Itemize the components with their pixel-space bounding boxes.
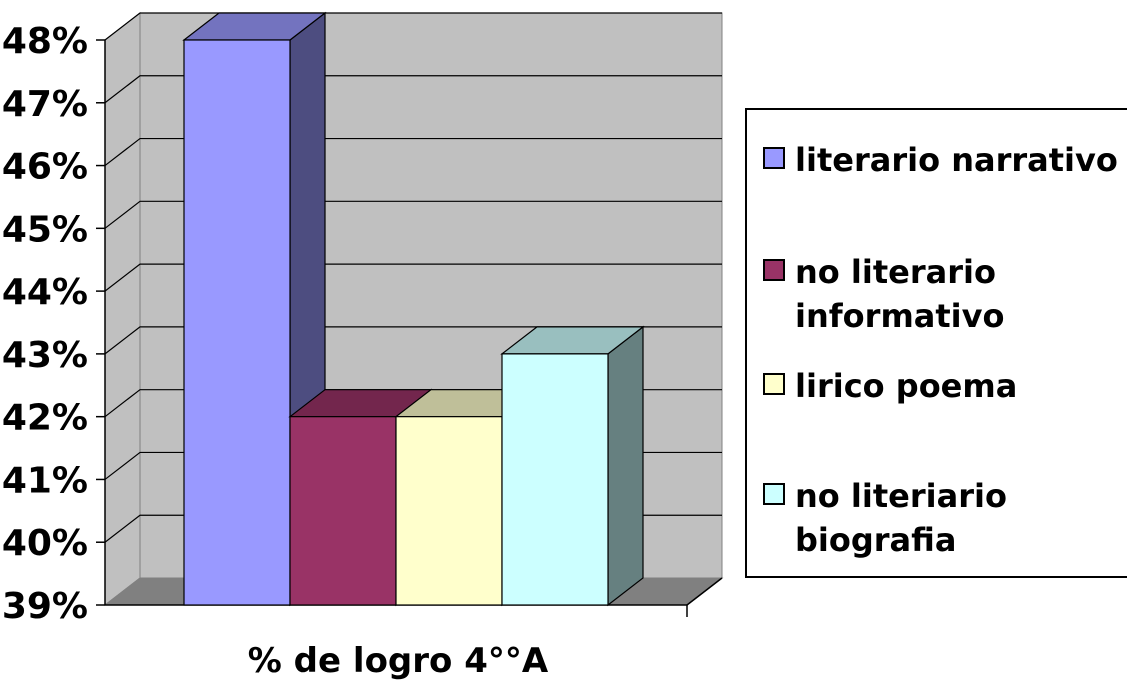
- y-tick-label: 41%: [2, 460, 88, 501]
- bar-front: [289, 416, 397, 606]
- x-axis-depth: [686, 577, 723, 606]
- y-tick-label: 44%: [2, 272, 88, 313]
- legend-item-lirico-poema: lirico poema: [763, 364, 1017, 408]
- bar-4: [500, 325, 645, 607]
- y-tick-label: 43%: [2, 335, 88, 376]
- bars: [182, 11, 645, 607]
- legend-item-no-literiario-biografia: no literiario biografia: [763, 474, 1007, 562]
- y-tick-label: 40%: [2, 523, 88, 564]
- legend-label: no literiario biografia: [795, 477, 1007, 559]
- legend-label: lirico poema: [795, 367, 1018, 405]
- bar-front: [395, 416, 503, 606]
- legend: literario narrativo no literario informa…: [745, 108, 1127, 578]
- legend-item-no-literario-informativo: no literario informativo: [763, 250, 1004, 338]
- legend-label: no literario informativo: [795, 253, 1005, 335]
- gridline: [104, 200, 722, 229]
- legend-swatch: [763, 147, 785, 169]
- y-tick-label: 42%: [2, 398, 88, 439]
- bar-side: [607, 325, 644, 607]
- y-tick-label: 47%: [2, 84, 88, 125]
- y-tick-label: 45%: [2, 209, 88, 250]
- legend-item-literario-narrativo: literario narrativo: [763, 138, 1118, 182]
- gridline: [104, 75, 722, 104]
- gridline: [104, 137, 722, 167]
- legend-swatch: [763, 373, 785, 395]
- bar-front: [183, 39, 291, 606]
- y-tick-label: 39%: [2, 586, 88, 627]
- gridline: [104, 263, 722, 292]
- legend-swatch: [763, 259, 785, 281]
- gridline: [104, 326, 722, 355]
- legend-label: literario narrativo: [795, 141, 1118, 179]
- y-tick-label: 46%: [2, 147, 88, 188]
- bar-chart: 39% 40% 41% 42% 43% 44% 45% 46% 47% 48% % de logr…: [2, 11, 724, 680]
- gridline: [104, 12, 722, 41]
- x-axis-label: % de logro 4°°A: [248, 641, 549, 680]
- y-tick-label: 48%: [2, 21, 88, 62]
- legend-swatch: [763, 483, 785, 505]
- bar-front: [501, 353, 609, 606]
- side-wall: [104, 11, 141, 607]
